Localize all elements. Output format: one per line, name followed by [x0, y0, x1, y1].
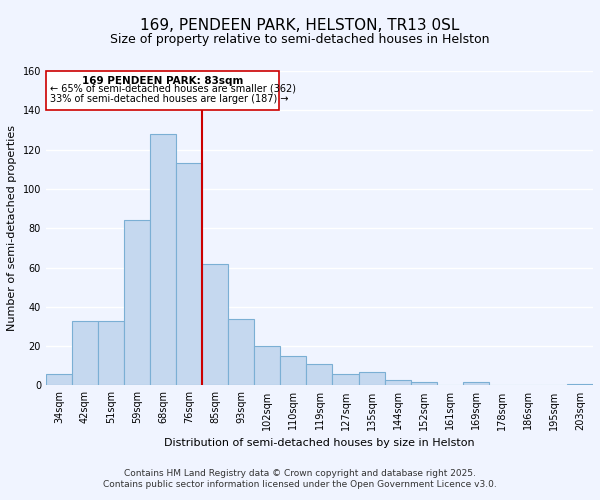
Bar	[567, 384, 593, 386]
Bar	[307, 364, 332, 386]
Bar	[280, 356, 307, 386]
X-axis label: Distribution of semi-detached houses by size in Helston: Distribution of semi-detached houses by …	[164, 438, 475, 448]
Bar	[385, 380, 410, 386]
Text: Size of property relative to semi-detached houses in Helston: Size of property relative to semi-detach…	[110, 32, 490, 46]
Bar	[410, 382, 437, 386]
Bar	[463, 382, 489, 386]
Bar	[332, 374, 359, 386]
Text: Contains public sector information licensed under the Open Government Licence v3: Contains public sector information licen…	[103, 480, 497, 489]
Bar	[124, 220, 150, 386]
Bar	[72, 320, 98, 386]
Bar	[202, 264, 228, 386]
Text: 169 PENDEEN PARK: 83sqm: 169 PENDEEN PARK: 83sqm	[82, 76, 243, 86]
Y-axis label: Number of semi-detached properties: Number of semi-detached properties	[7, 125, 17, 331]
Bar	[254, 346, 280, 386]
Bar	[46, 374, 72, 386]
Bar	[98, 320, 124, 386]
Bar	[359, 372, 385, 386]
Text: Contains HM Land Registry data © Crown copyright and database right 2025.: Contains HM Land Registry data © Crown c…	[124, 468, 476, 477]
Text: 169, PENDEEN PARK, HELSTON, TR13 0SL: 169, PENDEEN PARK, HELSTON, TR13 0SL	[140, 18, 460, 32]
Text: 33% of semi-detached houses are larger (187) →: 33% of semi-detached houses are larger (…	[50, 94, 288, 104]
Bar	[228, 318, 254, 386]
Text: ← 65% of semi-detached houses are smaller (362): ← 65% of semi-detached houses are smalle…	[50, 84, 296, 94]
Bar	[176, 164, 202, 386]
Bar	[46, 71, 279, 110]
Bar	[150, 134, 176, 386]
